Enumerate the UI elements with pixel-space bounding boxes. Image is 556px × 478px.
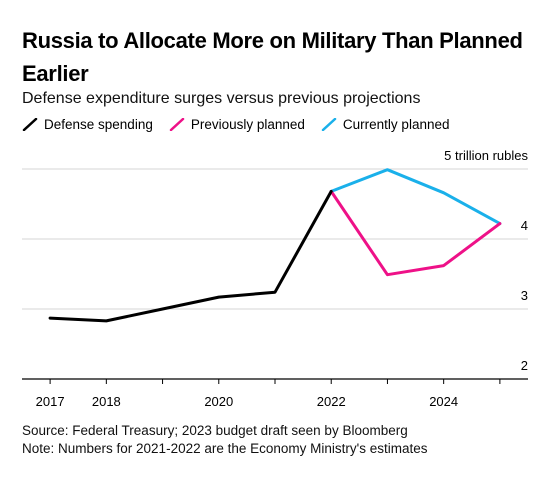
y-tick-label-2: 2 — [521, 358, 528, 373]
legend-item-defense-spending: Defense spending — [22, 117, 153, 132]
legend-label-currently-planned: Currently planned — [342, 117, 450, 132]
x-tick-label-2024: 2024 — [429, 394, 458, 409]
y-tick-label-4: 4 — [521, 218, 528, 233]
chart-subtitle: Defense expenditure surges versus previo… — [22, 90, 421, 107]
axis-layer: 5 trillion rubles 4 3 2 2017 2018 2020 2022 2024 — [22, 148, 528, 409]
x-tick-label-2020: 2020 — [204, 394, 233, 409]
legend-label-previously-planned: Previously planned — [190, 117, 305, 132]
legend-label-defense-spending: Defense spending — [44, 117, 153, 132]
x-tick-label-2018: 2018 — [92, 394, 121, 409]
series-line-previously-planned — [329, 189, 502, 277]
y-tick-label-5: 5 trillion rubles — [444, 148, 528, 163]
source-note: Source: Federal Treasury; 2023 budget dr… — [22, 423, 408, 438]
grid-layer — [22, 168, 528, 310]
chart-legend: Defense spending Previously planned Curr… — [22, 117, 466, 132]
x-tick-label-2022: 2022 — [317, 394, 346, 409]
series-layer — [48, 168, 502, 323]
series-line-currently-planned — [329, 168, 502, 226]
legend-swatch-currently-planned — [321, 118, 337, 131]
chart-title: Russia to Allocate More on Military Than… — [22, 28, 523, 86]
legend-swatch-defense-spending — [22, 118, 38, 131]
series-line-defense-spending — [48, 189, 333, 323]
x-tick-label-2017: 2017 — [36, 394, 65, 409]
legend-swatch-previously-planned — [169, 118, 185, 131]
y-tick-label-3: 3 — [521, 288, 528, 303]
legend-item-previously-planned: Previously planned — [169, 117, 305, 132]
legend-item-currently-planned: Currently planned — [321, 117, 450, 132]
chart-footer: Source: Federal Treasury; 2023 budget dr… — [22, 422, 428, 458]
methodology-note: Note: Numbers for 2021-2022 are the Econ… — [22, 441, 428, 456]
